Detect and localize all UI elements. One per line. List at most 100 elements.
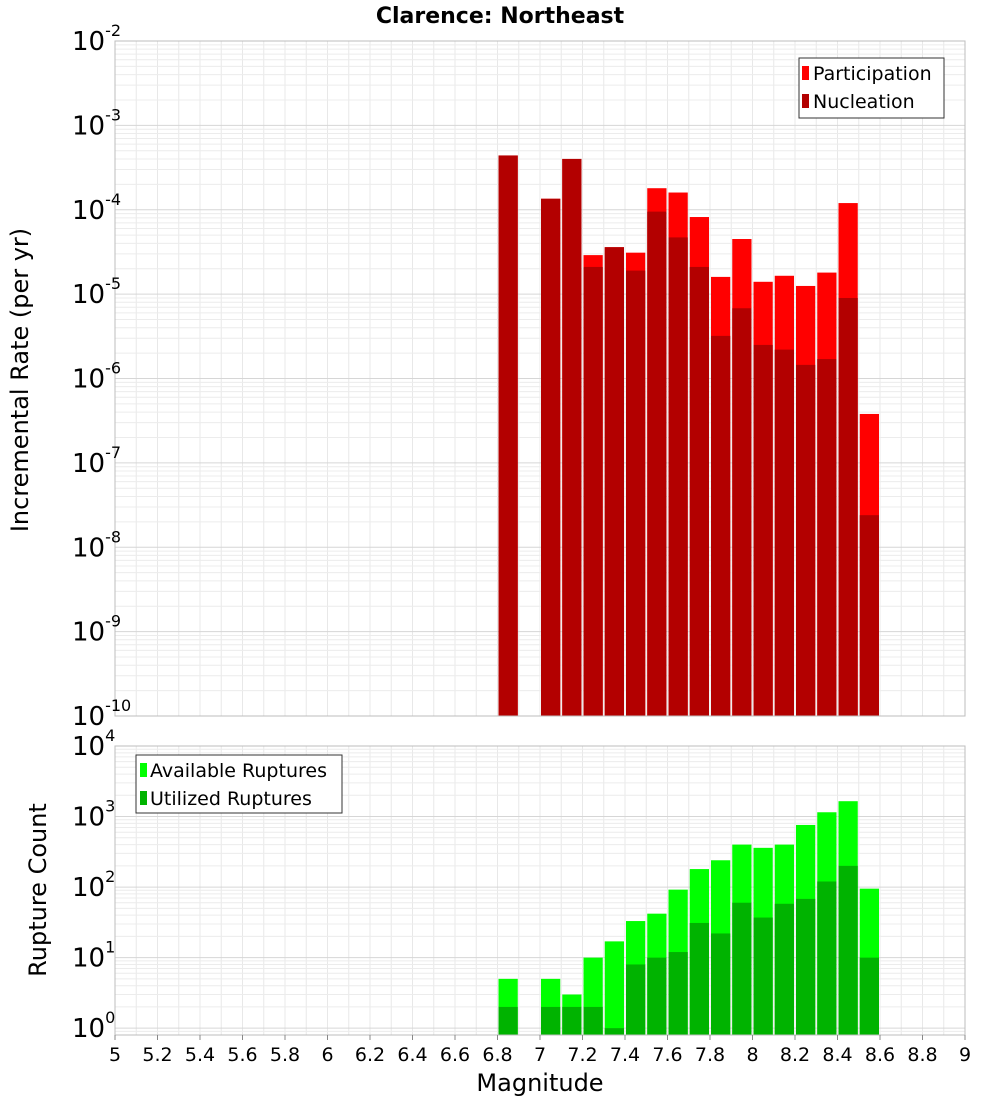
count-y-tick-label: 103 xyxy=(72,797,115,833)
rate-grid xyxy=(114,40,966,717)
rate-bar-nucleation xyxy=(796,364,816,716)
count-y-tick-label: 104 xyxy=(72,726,115,762)
count-y-tick-label: 101 xyxy=(72,938,115,974)
x-tick-label: 8.2 xyxy=(780,1044,810,1066)
rate-y-tick-exponent: -6 xyxy=(105,359,121,378)
rate-bar-nucleation xyxy=(859,515,879,716)
count-y-tick-exponent: 4 xyxy=(105,726,115,745)
count-y-tick-base: 10 xyxy=(72,1014,105,1044)
x-tick-label: 8.4 xyxy=(822,1044,852,1066)
rate-y-tick-base: 10 xyxy=(72,533,105,563)
count-bars xyxy=(498,801,879,1035)
count-y-axis-label: Rupture Count xyxy=(24,803,52,977)
rate-bars xyxy=(498,155,879,717)
rate-y-tick-base: 10 xyxy=(72,196,105,226)
x-tick-label: 5 xyxy=(109,1044,121,1066)
count-bar-utilized-ruptures xyxy=(796,898,816,1035)
x-tick-label: 8.6 xyxy=(865,1044,895,1066)
legend-label-nucleation: Nucleation xyxy=(813,91,915,113)
rate-bar-nucleation xyxy=(604,247,624,716)
rate-y-tick-base: 10 xyxy=(72,618,105,648)
rate-bar-nucleation xyxy=(541,198,561,717)
legend-label-utilized: Utilized Ruptures xyxy=(150,788,312,810)
rate-bar-nucleation xyxy=(732,308,752,716)
x-tick-label: 7 xyxy=(534,1044,546,1066)
count-bar-utilized-ruptures xyxy=(732,902,752,1035)
rate-y-tick-exponent: -4 xyxy=(105,190,121,209)
rate-bar-nucleation xyxy=(774,349,794,716)
rate-y-tick-base: 10 xyxy=(72,449,105,479)
count-bar-utilized-ruptures xyxy=(838,865,858,1035)
count-bar-utilized-ruptures xyxy=(604,1028,624,1035)
count-y-tick-exponent: 3 xyxy=(105,797,115,816)
rate-y-tick-exponent: -8 xyxy=(105,527,121,546)
rate-y-tick-exponent: -10 xyxy=(105,696,131,715)
x-tick-label: 7.2 xyxy=(567,1044,597,1066)
legend-label-participation: Participation xyxy=(813,63,932,85)
rate-legend: Participation Nucleation xyxy=(798,57,945,119)
chart-title: Clarence: Northeast xyxy=(376,4,625,29)
rate-y-tick-base: 10 xyxy=(72,365,105,395)
count-bar-available-ruptures xyxy=(604,941,624,1035)
rate-bar-nucleation xyxy=(689,266,709,716)
count-legend: Available Ruptures Utilized Ruptures xyxy=(135,754,343,814)
rate-bar-nucleation xyxy=(668,237,688,716)
x-tick-label: 5.4 xyxy=(185,1044,215,1066)
rate-bar-nucleation xyxy=(562,158,582,717)
count-y-tick-base: 10 xyxy=(72,944,105,974)
rate-y-tick-label: 10-8 xyxy=(72,527,121,563)
legend-label-available: Available Ruptures xyxy=(150,760,327,782)
x-tick-label: 8 xyxy=(746,1044,758,1066)
count-bar-utilized-ruptures xyxy=(817,881,837,1035)
rate-y-tick-base: 10 xyxy=(72,111,105,141)
count-y-tick-base: 10 xyxy=(72,873,105,903)
x-tick-label: 7.8 xyxy=(695,1044,725,1066)
rate-y-axis-label: Incremental Rate (per yr) xyxy=(6,228,34,532)
count-bar-utilized-ruptures xyxy=(859,957,879,1035)
magnitude-x-ticks: 5 5.2 5.4 5.6 5.8 6 6.2 6.4 6.6 6.8 7 7.2 7.4 7.6 7.8 8… xyxy=(109,1035,971,1066)
rate-y-tick-label: 10-2 xyxy=(72,21,121,57)
count-y-tick-exponent: 0 xyxy=(105,1008,115,1027)
rate-y-tick-label: 10-7 xyxy=(72,443,121,479)
count-legend-box xyxy=(135,754,343,814)
rate-y-tick-label: 10-5 xyxy=(72,274,121,310)
x-tick-label: 7.4 xyxy=(610,1044,640,1066)
count-bar-utilized-ruptures xyxy=(689,922,709,1035)
x-tick-label: 6.4 xyxy=(397,1044,427,1066)
rate-y-tick-label: 10-6 xyxy=(72,359,121,395)
count-y-tick-exponent: 1 xyxy=(105,938,115,957)
count-bar-utilized-ruptures xyxy=(753,917,773,1035)
rate-bar-nucleation xyxy=(753,344,773,716)
count-bar-utilized-ruptures xyxy=(498,1006,518,1035)
count-bar-utilized-ruptures xyxy=(626,964,646,1035)
rate-y-tick-label: 10-10 xyxy=(72,696,131,732)
rate-bar-nucleation xyxy=(583,266,603,716)
x-tick-label: 5.2 xyxy=(142,1044,172,1066)
x-tick-label: 9 xyxy=(959,1044,971,1066)
rate-y-tick-base: 10 xyxy=(72,702,105,732)
x-tick-label: 8.8 xyxy=(907,1044,937,1066)
rate-y-tick-base: 10 xyxy=(72,27,105,57)
count-y-tick-base: 10 xyxy=(72,803,105,833)
rate-y-tick-exponent: -2 xyxy=(105,21,121,40)
x-axis-label: Magnitude xyxy=(476,1069,603,1097)
count-y-tick-base: 10 xyxy=(72,732,105,762)
x-tick-label: 7.6 xyxy=(652,1044,682,1066)
count-bar-utilized-ruptures xyxy=(562,1006,582,1035)
rate-y-tick-base: 10 xyxy=(72,280,105,310)
rate-y-tick-exponent: -5 xyxy=(105,274,121,293)
rate-bar-nucleation xyxy=(817,359,837,716)
count-bar-utilized-ruptures xyxy=(711,933,731,1035)
rate-y-tick-exponent: -3 xyxy=(105,105,121,124)
legend-swatch-utilized xyxy=(140,791,147,805)
x-tick-label: 5.8 xyxy=(270,1044,300,1066)
rate-y-tick-label: 10-9 xyxy=(72,612,121,648)
rate-y-tick-label: 10-4 xyxy=(72,190,121,226)
x-tick-label: 6 xyxy=(321,1044,333,1066)
rate-bar-nucleation xyxy=(498,155,518,716)
